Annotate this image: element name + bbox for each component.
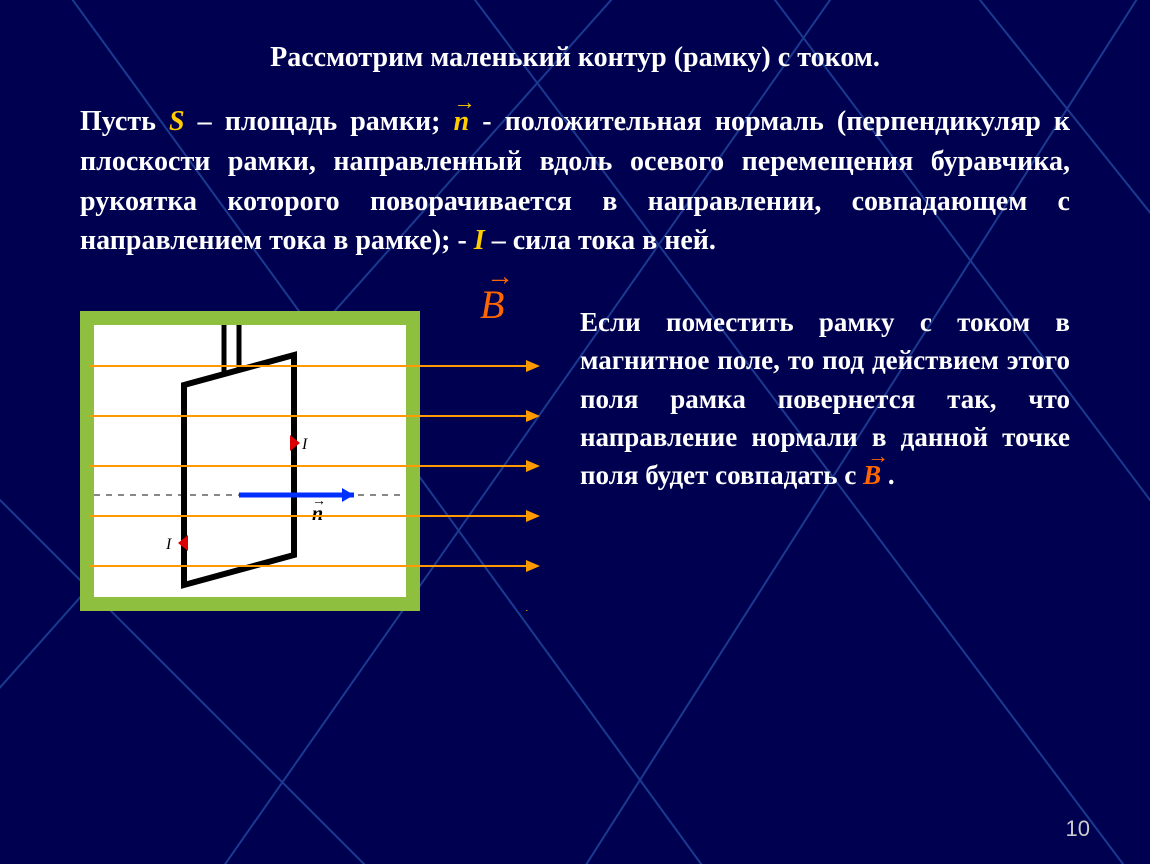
symbol-n-vector: n: [454, 102, 470, 142]
text-b: – площадь рамки;: [185, 106, 454, 137]
figure-container: B I I n: [80, 281, 550, 611]
symbol-B-inline: B: [863, 456, 881, 494]
symbol-S: S: [169, 106, 185, 137]
slide-title: Рассмотрим маленький контур (рамку) с то…: [80, 42, 1070, 74]
frame-diagram-box: I I n →: [80, 311, 420, 611]
lower-row: B I I n: [80, 281, 1070, 611]
svg-text:I: I: [301, 436, 308, 453]
text2-a: Если поместить рамку с током в магнитное…: [580, 307, 1070, 490]
text-d: – сила тока в ней.: [485, 225, 716, 256]
symbol-I: I: [474, 225, 485, 256]
text-a: Пусть: [80, 106, 169, 137]
svg-text:→: →: [312, 494, 326, 509]
svg-text:I: I: [165, 536, 172, 553]
paragraph-definition: Пусть S – площадь рамки; n - положительн…: [80, 102, 1070, 261]
frame-diagram-svg: I I n →: [94, 325, 406, 597]
page-number: 10: [1066, 816, 1090, 842]
paragraph-behavior: Если поместить рамку с током в магнитное…: [580, 303, 1070, 495]
slide-content: Рассмотрим маленький контур (рамку) с то…: [0, 0, 1150, 611]
symbol-B-label: B: [480, 281, 504, 328]
